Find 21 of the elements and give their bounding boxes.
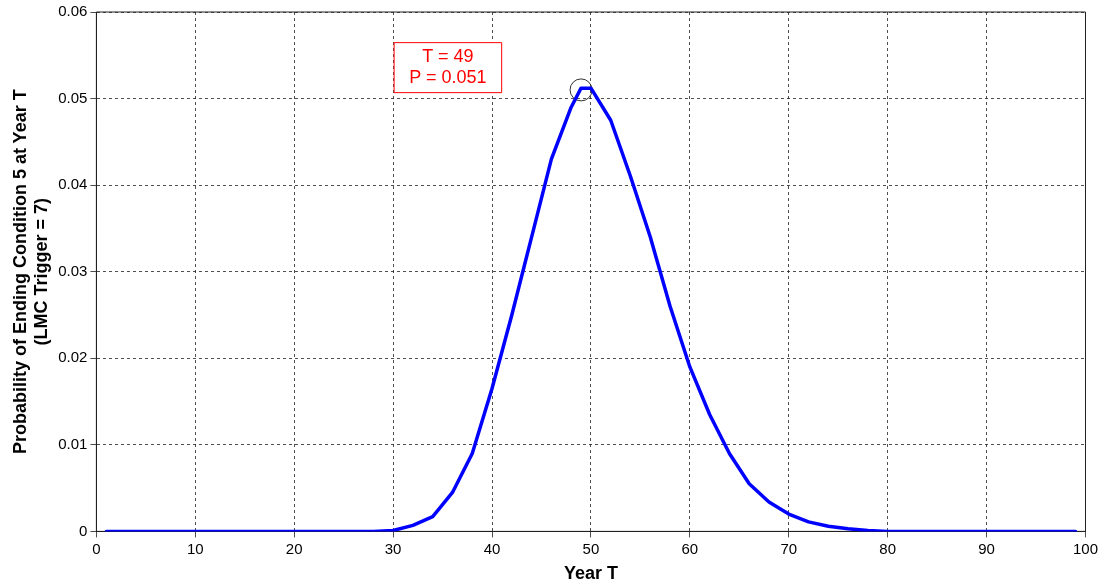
y-tick-label: 0.04 — [58, 175, 88, 193]
x-tick-label: 100 — [1072, 539, 1098, 557]
x-tick-label: 90 — [978, 539, 995, 557]
y-axis-title: Probability of Ending Condition 5 at Year T (LMC Trigger = 7) — [9, 89, 52, 455]
x-tick-label: 0 — [92, 539, 101, 557]
x-axis-title: Year T — [563, 563, 618, 584]
x-tick-label: 40 — [483, 539, 501, 557]
y-tick-label: 0.05 — [58, 88, 88, 106]
y-tick-label: 0 — [79, 521, 88, 539]
x-tick-label: 10 — [186, 539, 204, 557]
annotation: T = 49 P = 0.051 — [409, 45, 487, 87]
x-tick-label: 30 — [384, 539, 402, 557]
x-tick-label: 70 — [780, 539, 798, 557]
x-tick-label: 50 — [582, 539, 600, 557]
x-tick-label: 60 — [681, 539, 699, 557]
y-tick-label: 0.03 — [58, 261, 88, 279]
y-tick-label: 0.02 — [58, 348, 88, 366]
x-tick-label: 20 — [285, 539, 303, 557]
y-tick-label: 0.01 — [58, 434, 88, 452]
x-tick-label: 80 — [879, 539, 897, 557]
y-tick-label: 0.06 — [58, 2, 88, 20]
